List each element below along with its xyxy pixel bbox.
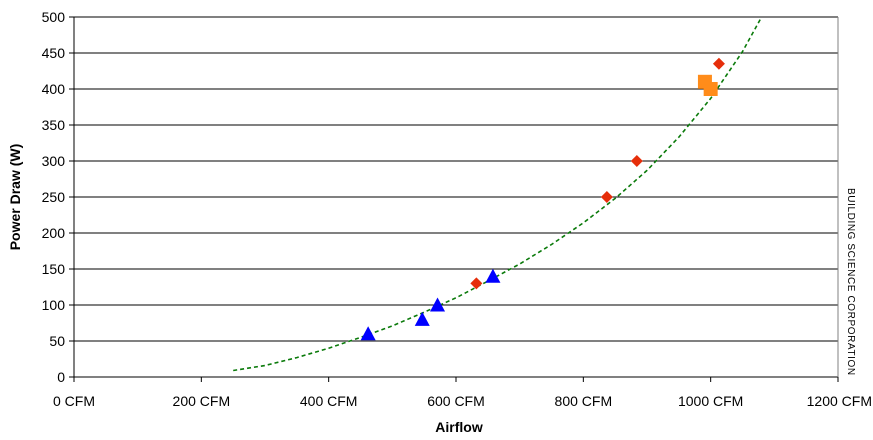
y-tick-label: 150 bbox=[42, 261, 66, 277]
x-tick-label: 800 CFM bbox=[555, 393, 613, 409]
y-tick-label: 0 bbox=[57, 369, 65, 385]
y-tick-label: 200 bbox=[42, 225, 66, 241]
triangle-point bbox=[485, 268, 501, 283]
y-tick-label: 450 bbox=[42, 45, 66, 61]
trendline bbox=[233, 16, 763, 372]
x-tick-label: 600 CFM bbox=[427, 393, 485, 409]
y-tick-label: 400 bbox=[42, 81, 66, 97]
diamond-point bbox=[712, 57, 725, 70]
x-tick-label: 400 CFM bbox=[300, 393, 358, 409]
y-tick-label: 100 bbox=[42, 297, 66, 313]
y-tick-label: 250 bbox=[42, 189, 66, 205]
triangle-point bbox=[360, 326, 376, 341]
trendline-layer bbox=[233, 16, 763, 372]
x-tick-label: 0 CFM bbox=[53, 393, 95, 409]
y-tick-label: 500 bbox=[42, 9, 66, 25]
diamond-point bbox=[470, 277, 483, 290]
x-tick-label: 1000 CFM bbox=[678, 393, 743, 409]
watermark-text: BUILDING SCIENCE CORPORATION bbox=[845, 188, 856, 376]
axes: 0 50 100 150 200 250 300 350 400 450 500 0 CFM 200 C… bbox=[42, 9, 872, 409]
y-axis-title: Power Draw (W) bbox=[7, 144, 23, 251]
data-points bbox=[360, 57, 725, 341]
diamond-point bbox=[630, 155, 643, 167]
y-tick-label: 50 bbox=[49, 333, 65, 349]
y-tick-label: 300 bbox=[42, 153, 66, 169]
x-tick-label: 200 CFM bbox=[173, 393, 231, 409]
diamond-point bbox=[600, 191, 613, 203]
square-point bbox=[703, 82, 718, 96]
grid-lines bbox=[74, 16, 838, 342]
x-axis-title: Airflow bbox=[435, 419, 483, 435]
triangle-point bbox=[414, 311, 430, 326]
y-tick-label: 350 bbox=[42, 117, 66, 133]
x-tick-label: 1200 CFM bbox=[807, 393, 872, 409]
triangle-point bbox=[430, 297, 446, 312]
